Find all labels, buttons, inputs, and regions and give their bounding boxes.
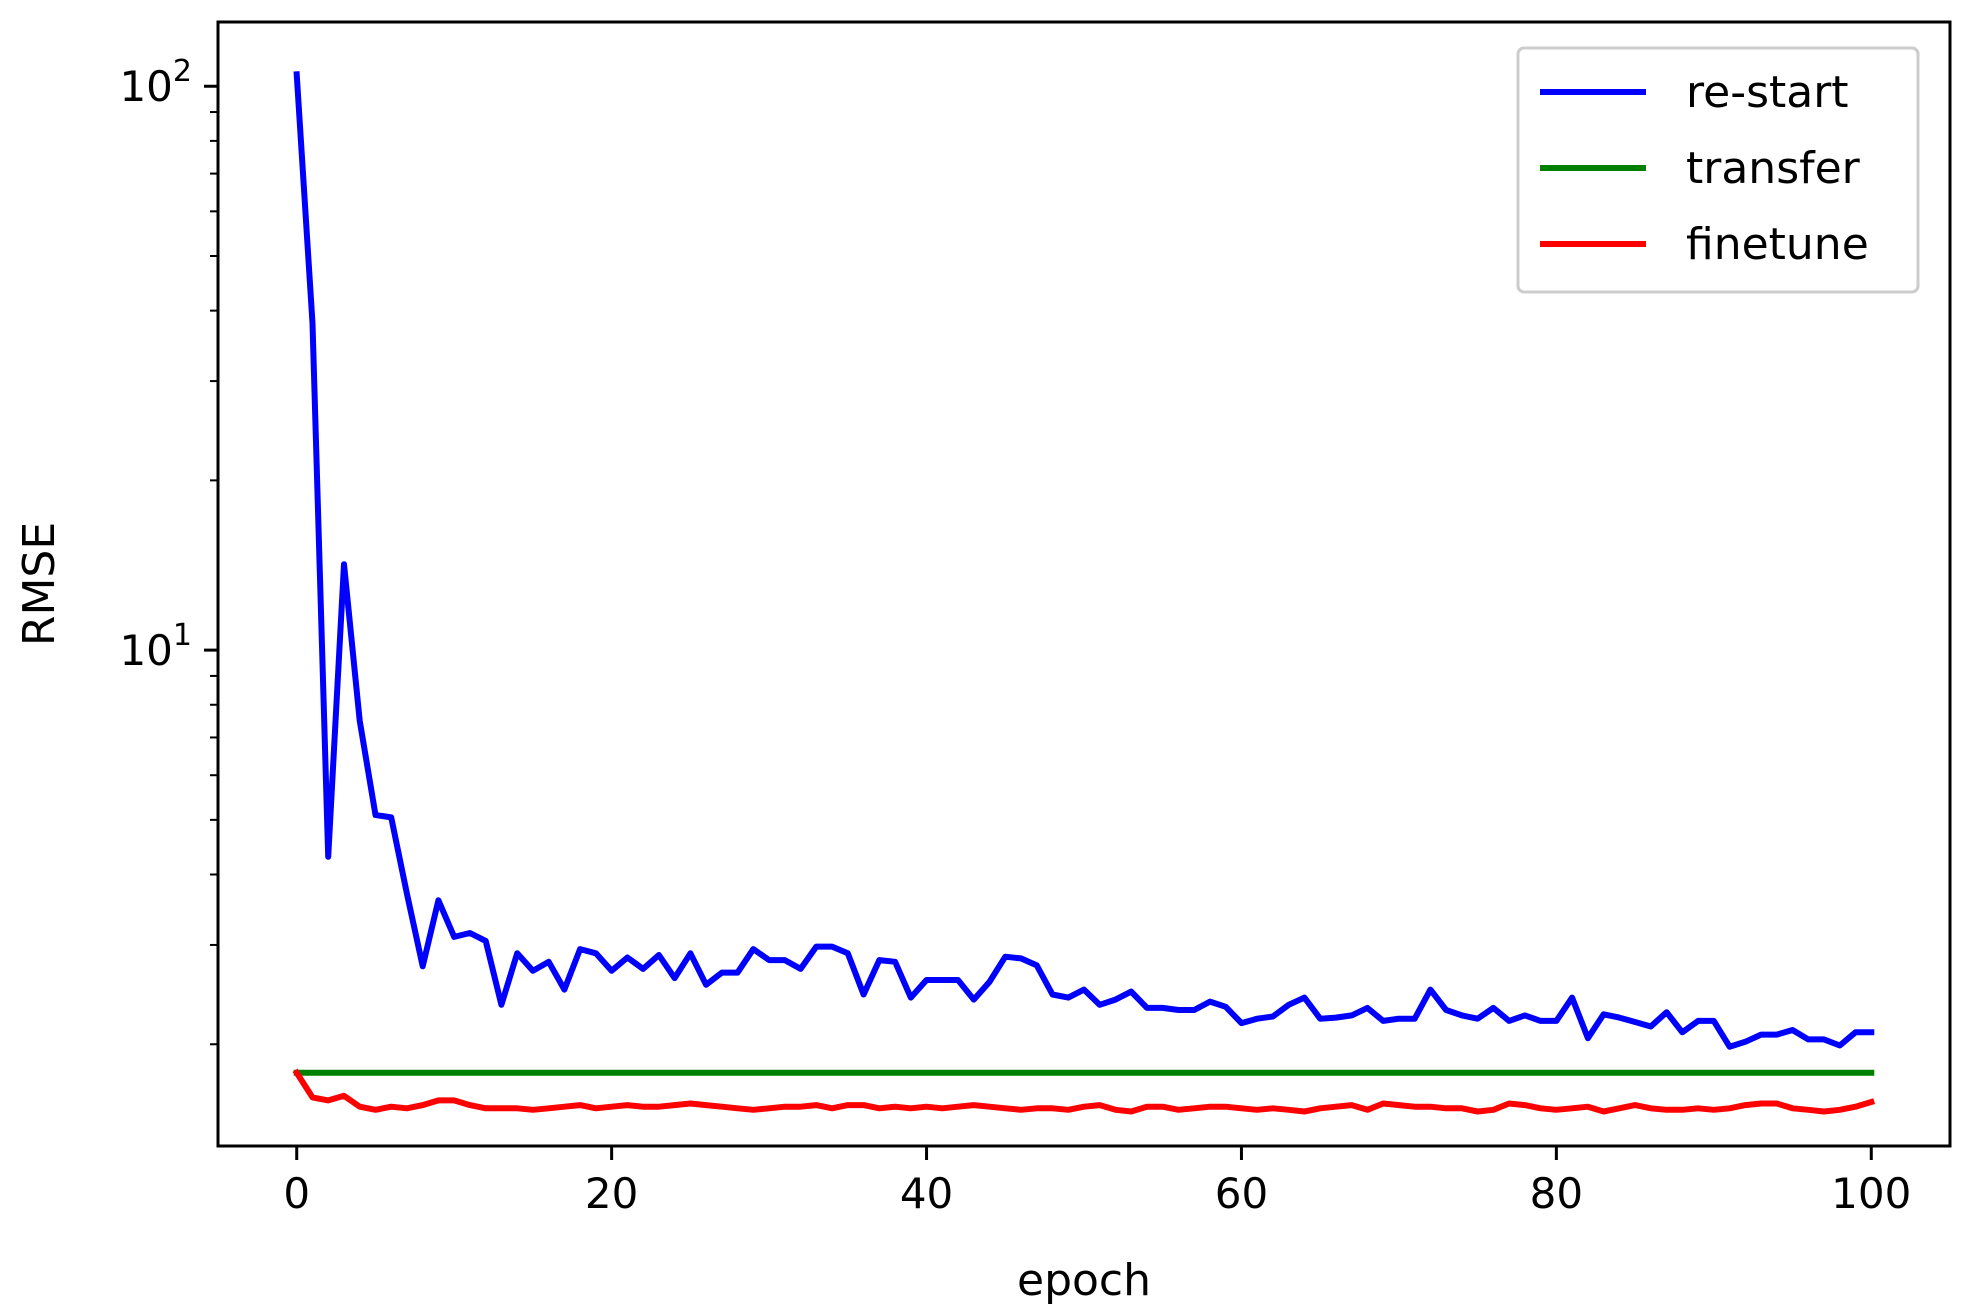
y-tick-label: 102 — [119, 54, 192, 111]
series-line-re-start — [293, 71, 1875, 1050]
legend: re-start transfer finetune — [1516, 46, 1920, 294]
y-tick-label: 101 — [119, 618, 192, 675]
x-axis: 0 20 40 60 80 100 — [283, 1146, 1911, 1218]
plot-frame — [216, 20, 1952, 1148]
x-tick-label: 20 — [585, 1169, 638, 1218]
legend-label-re-start: re-start — [1686, 67, 1849, 118]
legend-label-transfer: transfer — [1686, 143, 1861, 194]
x-tick-label: 60 — [1215, 1169, 1268, 1218]
y-axis-label: RMSE — [14, 522, 65, 646]
legend-label-finetune: finetune — [1686, 219, 1869, 270]
legend-box — [1516, 46, 1920, 294]
x-tick-label: 0 — [283, 1169, 310, 1218]
x-tick-label: 80 — [1530, 1169, 1583, 1218]
x-tick-label: 40 — [900, 1169, 953, 1218]
series-line-finetune — [292, 1068, 1876, 1115]
y-axis: 101 102 — [119, 54, 218, 1046]
x-axis-label: epoch — [1017, 1255, 1151, 1306]
x-tick-label: 100 — [1831, 1169, 1911, 1218]
plot-lines — [292, 71, 1876, 1115]
